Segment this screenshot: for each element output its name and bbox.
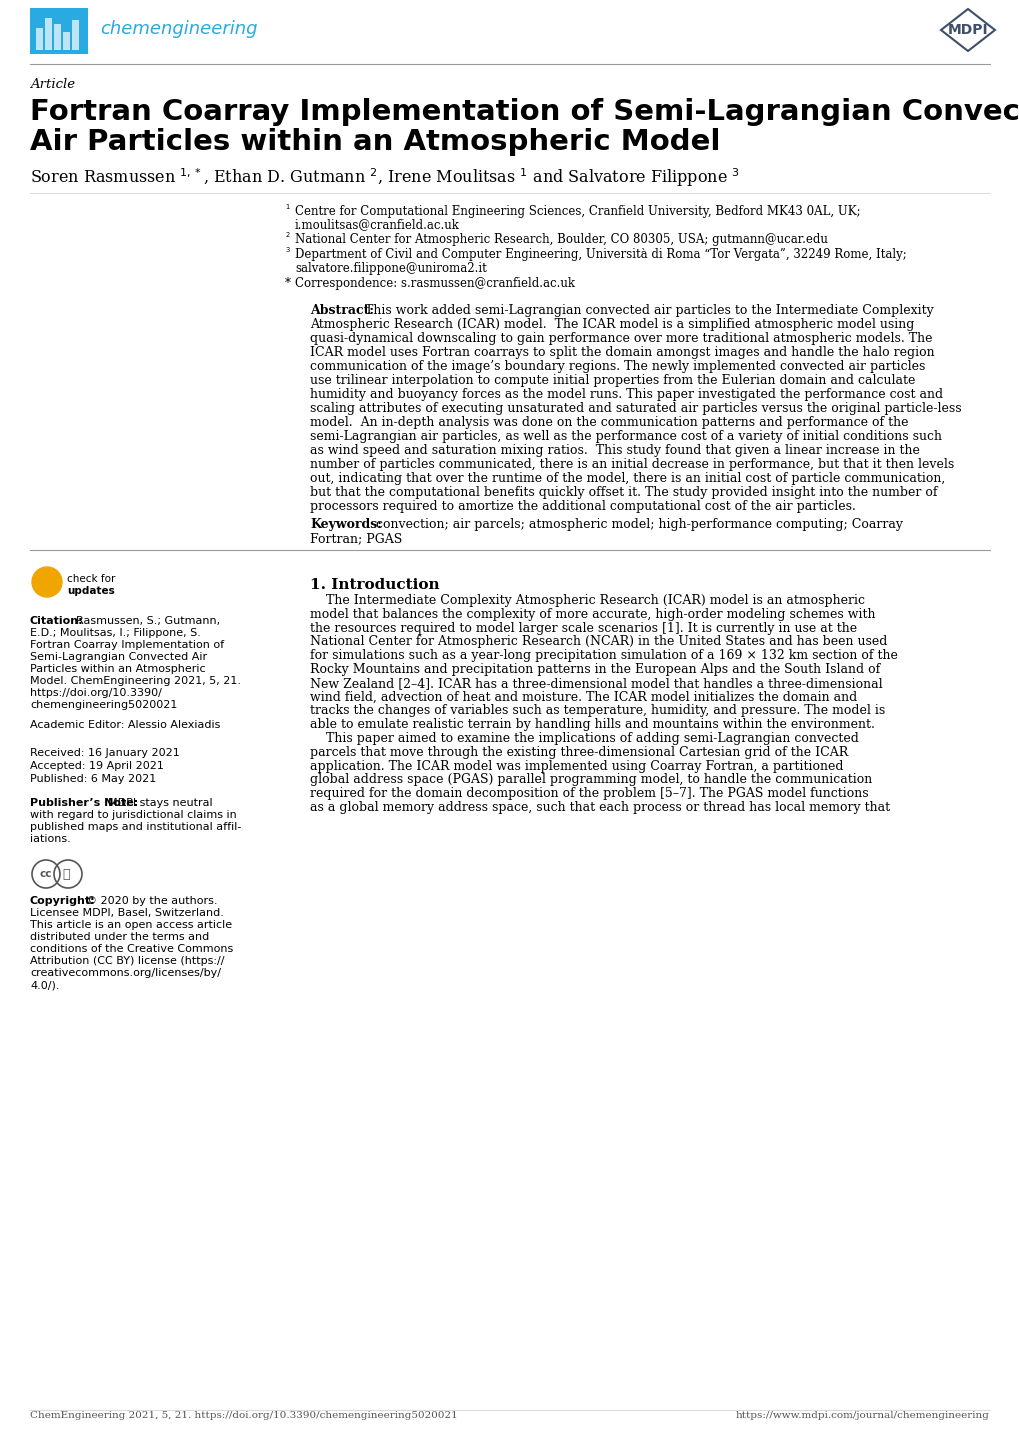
Text: Keywords:: Keywords: — [310, 518, 381, 531]
Text: number of particles communicated, there is an initial decrease in performance, b: number of particles communicated, there … — [310, 459, 954, 472]
Text: National Center for Atmospheric Research (NCAR) in the United States and has bee: National Center for Atmospheric Research… — [310, 636, 887, 649]
FancyBboxPatch shape — [63, 32, 70, 50]
FancyBboxPatch shape — [54, 25, 61, 50]
FancyBboxPatch shape — [72, 20, 78, 50]
Text: This paper aimed to examine the implications of adding semi-Lagrangian convected: This paper aimed to examine the implicat… — [310, 733, 858, 746]
Text: ⓑ: ⓑ — [62, 868, 69, 881]
Text: with regard to jurisdictional claims in: with regard to jurisdictional claims in — [30, 810, 236, 820]
Text: Fortran Coarray Implementation of Semi-Lagrangian Convected: Fortran Coarray Implementation of Semi-L… — [30, 98, 1019, 125]
Text: Model. ChemEngineering 2021, 5, 21.: Model. ChemEngineering 2021, 5, 21. — [30, 676, 240, 686]
Text: global address space (PGAS) parallel programming model, to handle the communicat: global address space (PGAS) parallel pro… — [310, 773, 871, 786]
Text: salvatore.filippone@uniroma2.it: salvatore.filippone@uniroma2.it — [294, 262, 486, 275]
Text: Semi-Lagrangian Convected Air: Semi-Lagrangian Convected Air — [30, 652, 207, 662]
Text: $^2$: $^2$ — [285, 234, 290, 242]
Text: Accepted: 19 April 2021: Accepted: 19 April 2021 — [30, 761, 164, 771]
Text: humidity and buoyancy forces as the model runs. This paper investigated the perf: humidity and buoyancy forces as the mode… — [310, 388, 943, 401]
Text: updates: updates — [67, 585, 114, 596]
Text: National Center for Atmospheric Research, Boulder, CO 80305, USA; gutmann@ucar.e: National Center for Atmospheric Research… — [294, 234, 827, 247]
Text: Licensee MDPI, Basel, Switzerland.: Licensee MDPI, Basel, Switzerland. — [30, 908, 223, 919]
Text: MDPI: MDPI — [947, 23, 987, 37]
Text: Rasmussen, S.; Gutmann,: Rasmussen, S.; Gutmann, — [76, 616, 220, 626]
Text: out, indicating that over the runtime of the model, there is an initial cost of : out, indicating that over the runtime of… — [310, 472, 945, 485]
Text: use trilinear interpolation to compute initial properties from the Eulerian doma: use trilinear interpolation to compute i… — [310, 373, 914, 386]
Text: convection; air parcels; atmospheric model; high-performance computing; Coarray: convection; air parcels; atmospheric mod… — [372, 518, 902, 531]
Text: model.  An in-depth analysis was done on the communication patterns and performa: model. An in-depth analysis was done on … — [310, 415, 908, 430]
Text: https://www.mdpi.com/journal/chemengineering: https://www.mdpi.com/journal/chemenginee… — [736, 1412, 989, 1420]
Text: E.D.; Moulitsas, I.; Filippone, S.: E.D.; Moulitsas, I.; Filippone, S. — [30, 629, 201, 637]
Text: Particles within an Atmospheric: Particles within an Atmospheric — [30, 663, 206, 673]
Text: iations.: iations. — [30, 833, 70, 844]
Text: as a global memory address space, such that each process or thread has local mem: as a global memory address space, such t… — [310, 800, 890, 813]
Text: wind field, advection of heat and moisture. The ICAR model initializes the domai: wind field, advection of heat and moistu… — [310, 691, 856, 704]
Text: check for: check for — [67, 574, 115, 584]
Text: i.moulitsas@cranfield.ac.uk: i.moulitsas@cranfield.ac.uk — [294, 218, 460, 231]
Text: Published: 6 May 2021: Published: 6 May 2021 — [30, 774, 156, 784]
Text: ICAR model uses Fortran coarrays to split the domain amongst images and handle t: ICAR model uses Fortran coarrays to spli… — [310, 346, 933, 359]
Text: scaling attributes of executing unsaturated and saturated air particles versus t: scaling attributes of executing unsatura… — [310, 402, 961, 415]
Text: Copyright:: Copyright: — [30, 895, 96, 906]
Text: for simulations such as a year-long precipitation simulation of a 169 × 132 km s: for simulations such as a year-long prec… — [310, 649, 897, 662]
Text: $^3$: $^3$ — [285, 248, 290, 257]
Text: processors required to amortize the additional computational cost of the air par: processors required to amortize the addi… — [310, 500, 855, 513]
Text: creativecommons.org/licenses/by/: creativecommons.org/licenses/by/ — [30, 968, 221, 978]
Text: Atmospheric Research (ICAR) model.  The ICAR model is a simplified atmospheric m: Atmospheric Research (ICAR) model. The I… — [310, 319, 913, 332]
Text: © 2020 by the authors.: © 2020 by the authors. — [86, 895, 217, 906]
Text: $^1$: $^1$ — [285, 205, 290, 213]
Text: Soren Rasmussen $^{1,*}$, Ethan D. Gutmann $^{2}$, Irene Moulitsas $^{1}$ and Sa: Soren Rasmussen $^{1,*}$, Ethan D. Gutma… — [30, 166, 739, 189]
Text: chemengineering: chemengineering — [100, 20, 257, 37]
Text: *: * — [284, 277, 290, 290]
Text: ✓: ✓ — [40, 572, 54, 591]
Text: Abstract:: Abstract: — [310, 304, 374, 317]
Text: Attribution (CC BY) license (https://: Attribution (CC BY) license (https:// — [30, 956, 224, 966]
Text: New Zealand [2–4]. ICAR has a three-dimensional model that handles a three-dimen: New Zealand [2–4]. ICAR has a three-dime… — [310, 676, 881, 689]
Text: published maps and institutional affil-: published maps and institutional affil- — [30, 822, 242, 832]
Text: This article is an open access article: This article is an open access article — [30, 920, 232, 930]
Text: 1. Introduction: 1. Introduction — [310, 578, 439, 593]
Text: Academic Editor: Alessio Alexiadis: Academic Editor: Alessio Alexiadis — [30, 720, 220, 730]
Text: as wind speed and saturation mixing ratios.  This study found that given a linea: as wind speed and saturation mixing rati… — [310, 444, 919, 457]
Text: semi-Lagrangian air particles, as well as the performance cost of a variety of i: semi-Lagrangian air particles, as well a… — [310, 430, 942, 443]
Text: quasi-dynamical downscaling to gain performance over more traditional atmospheri: quasi-dynamical downscaling to gain perf… — [310, 332, 931, 345]
Text: required for the domain decomposition of the problem [5–7]. The PGAS model funct: required for the domain decomposition of… — [310, 787, 868, 800]
Text: model that balances the complexity of more accurate, high-order modeling schemes: model that balances the complexity of mo… — [310, 607, 874, 622]
Text: the resources required to model larger scale scenarios [1]. It is currently in u: the resources required to model larger s… — [310, 622, 856, 634]
Text: Publisher’s Note:: Publisher’s Note: — [30, 797, 139, 808]
Text: Fortran Coarray Implementation of: Fortran Coarray Implementation of — [30, 640, 224, 650]
Text: conditions of the Creative Commons: conditions of the Creative Commons — [30, 945, 233, 955]
Text: The Intermediate Complexity Atmospheric Research (ICAR) model is an atmospheric: The Intermediate Complexity Atmospheric … — [310, 594, 864, 607]
Text: Fortran; PGAS: Fortran; PGAS — [310, 532, 401, 545]
Text: ChemEngineering 2021, 5, 21. https://doi.org/10.3390/chemengineering5020021: ChemEngineering 2021, 5, 21. https://doi… — [30, 1412, 458, 1420]
Text: distributed under the terms and: distributed under the terms and — [30, 932, 209, 942]
Text: able to emulate realistic terrain by handling hills and mountains within the env: able to emulate realistic terrain by han… — [310, 718, 874, 731]
Text: Centre for Computational Engineering Sciences, Cranfield University, Bedford MK4: Centre for Computational Engineering Sci… — [294, 205, 860, 218]
Text: 4.0/).: 4.0/). — [30, 981, 59, 991]
Text: parcels that move through the existing three-dimensional Cartesian grid of the I: parcels that move through the existing t… — [310, 746, 848, 758]
Text: MDPI stays neutral: MDPI stays neutral — [108, 797, 212, 808]
Text: but that the computational benefits quickly offset it. The study provided insigh: but that the computational benefits quic… — [310, 486, 936, 499]
Text: chemengineering5020021: chemengineering5020021 — [30, 699, 177, 709]
Circle shape — [32, 567, 62, 597]
FancyBboxPatch shape — [36, 27, 43, 50]
Text: Received: 16 January 2021: Received: 16 January 2021 — [30, 748, 179, 758]
Text: https://doi.org/10.3390/: https://doi.org/10.3390/ — [30, 688, 162, 698]
Text: Article: Article — [30, 78, 75, 91]
Text: Citation:: Citation: — [30, 616, 84, 626]
FancyBboxPatch shape — [45, 17, 52, 50]
Text: Correspondence: s.rasmussen@cranfield.ac.uk: Correspondence: s.rasmussen@cranfield.ac… — [294, 277, 575, 290]
Text: tracks the changes of variables such as temperature, humidity, and pressure. The: tracks the changes of variables such as … — [310, 704, 884, 718]
Text: This work added semi-Lagrangian convected air particles to the Intermediate Comp: This work added semi-Lagrangian convecte… — [365, 304, 932, 317]
Text: Air Particles within an Atmospheric Model: Air Particles within an Atmospheric Mode… — [30, 128, 719, 156]
Text: cc: cc — [40, 870, 52, 880]
Text: communication of the image’s boundary regions. The newly implemented convected a: communication of the image’s boundary re… — [310, 360, 924, 373]
Text: application. The ICAR model was implemented using Coarray Fortran, a partitioned: application. The ICAR model was implemen… — [310, 760, 843, 773]
Text: Department of Civil and Computer Engineering, Università di Roma “Tor Vergata”, : Department of Civil and Computer Enginee… — [294, 248, 906, 261]
FancyBboxPatch shape — [30, 9, 88, 53]
Text: Rocky Mountains and precipitation patterns in the European Alps and the South Is: Rocky Mountains and precipitation patter… — [310, 663, 879, 676]
